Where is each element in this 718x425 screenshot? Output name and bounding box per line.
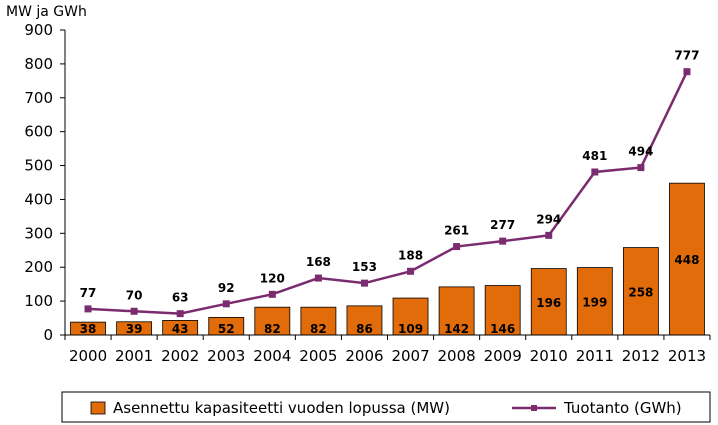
y-tick-label: 600 [24, 123, 53, 141]
bar-value-label: 43 [172, 322, 189, 336]
bar-value-label: 86 [356, 322, 373, 336]
legend-line-marker [531, 405, 537, 411]
line-point [268, 290, 276, 298]
bar [300, 306, 337, 336]
point-value-label: 70 [126, 288, 143, 302]
x-tick-label: 2013 [668, 347, 706, 365]
legend: Asennettu kapasiteetti vuoden lopussa (M… [61, 391, 711, 423]
line-point [314, 274, 322, 282]
line-point [453, 243, 461, 251]
bar [254, 306, 291, 336]
bar-value-label: 448 [674, 253, 699, 267]
line-point [499, 237, 507, 245]
bar-value-labels: 38 39 43 52 82 82 86 109 142 146 196 199 258 448 [80, 253, 700, 336]
x-tick-label: 2006 [345, 347, 383, 365]
legend-bar-swatch [90, 401, 106, 415]
y-tick-label: 0 [43, 326, 53, 344]
point-value-label: 63 [172, 291, 189, 305]
legend-box [61, 391, 711, 423]
x-tick-label: 2008 [438, 347, 476, 365]
y-tick-label: 100 [24, 292, 53, 310]
point-value-label: 777 [674, 49, 699, 63]
x-tick-label: 2009 [484, 347, 522, 365]
line-point [84, 305, 92, 313]
bar-value-label: 142 [444, 322, 469, 336]
bar [392, 297, 429, 336]
legend-line-label: Tuotanto (GWh) [563, 399, 682, 417]
axes [60, 29, 711, 340]
point-value-label: 92 [218, 281, 235, 295]
x-tick-label: 2003 [207, 347, 245, 365]
y-tick-label: 700 [24, 89, 53, 107]
x-tick-label: 2002 [161, 347, 199, 365]
x-tick-label: 2001 [115, 347, 153, 365]
y-tick-label: 900 [24, 21, 53, 39]
line-point [360, 279, 368, 287]
line-point [130, 307, 138, 315]
bar-value-label: 82 [264, 322, 281, 336]
line-point [222, 300, 230, 308]
line-point [176, 310, 184, 318]
point-value-label: 120 [260, 271, 285, 285]
bar [530, 268, 567, 336]
y-tick-label: 400 [24, 190, 53, 208]
bar [669, 182, 705, 336]
line-point [407, 267, 415, 275]
legend-bar-label: Asennettu kapasiteetti vuoden lopussa (M… [113, 399, 450, 417]
y-tick-labels: 0 100 200 300 400 500 600 700 800 900 [24, 21, 53, 344]
x-tick-label: 2000 [69, 347, 107, 365]
point-value-label: 153 [352, 260, 377, 274]
series-line [87, 71, 689, 315]
point-value-label: 481 [582, 149, 607, 163]
y-tick-label: 200 [24, 258, 53, 276]
x-tick-label: 2005 [299, 347, 337, 365]
point-value-label: 261 [444, 224, 469, 238]
x-tick-label: 2011 [576, 347, 614, 365]
point-value-labels: 77 70 63 92 120 168 153 188 261 277 294 481 494 777 [80, 49, 700, 305]
y-tick-label: 500 [24, 157, 53, 175]
x-tick-label: 2004 [253, 347, 291, 365]
line-point [637, 164, 645, 172]
bar [576, 267, 613, 336]
bar-value-label: 109 [398, 322, 423, 336]
point-value-label: 188 [398, 248, 423, 262]
point-value-label: 277 [490, 218, 515, 232]
bar-value-label: 38 [80, 322, 97, 336]
bar-value-label: 82 [310, 322, 327, 336]
bar-series [70, 182, 705, 336]
x-tick-label: 2007 [391, 347, 429, 365]
x-tick-label: 2012 [622, 347, 660, 365]
line-point [591, 168, 599, 176]
point-value-label: 294 [536, 212, 561, 226]
line-point [683, 68, 691, 76]
bar-value-label: 258 [628, 285, 653, 299]
bar-value-label: 52 [218, 322, 235, 336]
bar-value-label: 199 [582, 295, 607, 309]
line-point [545, 231, 553, 239]
line-series [84, 68, 691, 318]
x-tick-label: 2010 [530, 347, 568, 365]
point-value-label: 494 [628, 145, 653, 159]
bar-value-label: 196 [536, 296, 561, 310]
bar-value-label: 39 [126, 322, 143, 336]
y-axis-title: MW ja GWh [6, 4, 87, 20]
bar-value-label: 146 [490, 322, 515, 336]
y-tick-label: 800 [24, 55, 53, 73]
bar [622, 247, 659, 336]
point-value-label: 168 [306, 255, 331, 269]
y-tick-label: 300 [24, 224, 53, 242]
point-value-label: 77 [80, 286, 97, 300]
x-tick-labels: 2000 2001 2002 2003 2004 2005 2006 2007 2008 2009… [69, 347, 706, 365]
